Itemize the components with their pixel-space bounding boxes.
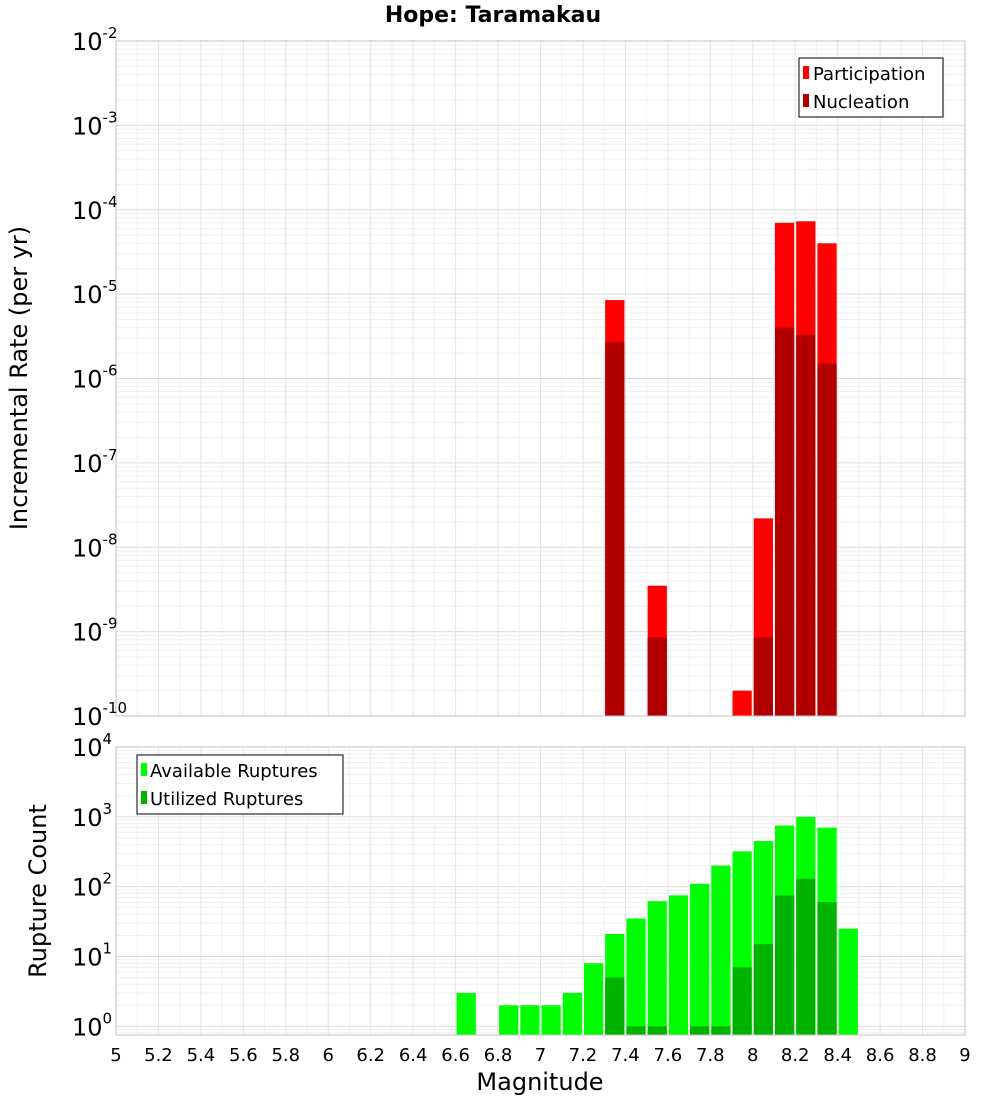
top-y-axis-label: Incremental Rate (per yr) [5, 226, 33, 530]
x-tick-label: 5.8 [271, 1045, 300, 1066]
legend-swatch-nucleation [803, 94, 809, 107]
y-tick-label: 10-2 [72, 24, 118, 56]
x-tick-label: 8.2 [781, 1045, 810, 1066]
nucleation-bar [605, 342, 625, 716]
utilized-ruptures-bar [774, 895, 795, 1035]
available-ruptures-bar [711, 865, 731, 1035]
utilized-ruptures-bar [732, 967, 752, 1035]
available-ruptures-bar [838, 928, 858, 1035]
y-tick-label: 10-10 [72, 699, 127, 731]
legend-label-utilized: Utilized Ruptures [150, 789, 303, 810]
nucleation-bar [774, 327, 795, 716]
available-ruptures-bar [562, 992, 582, 1035]
nucleation-bar [796, 334, 816, 716]
x-tick-label: 7.2 [569, 1045, 598, 1066]
x-tick-label: 6 [323, 1045, 334, 1066]
x-tick-label: 8 [747, 1045, 758, 1066]
top-bars [605, 221, 837, 717]
x-tick-label: 7.4 [611, 1045, 640, 1066]
bottom-panel: 100 101 102 103 104 5 5.2 5.4 5.6 5.8 6 6.2 6.4 6.6 6… [24, 730, 971, 1096]
y-tick-label: 10-7 [72, 446, 118, 478]
top-grid [115, 40, 966, 717]
x-tick-label: 6.8 [484, 1045, 513, 1066]
available-ruptures-bar [499, 1005, 519, 1035]
participation-bar [732, 690, 752, 716]
x-tick-label: 5 [110, 1045, 121, 1066]
x-tick-label: 5.6 [229, 1045, 258, 1066]
utilized-ruptures-bar [690, 1026, 710, 1035]
nucleation-bar [753, 637, 773, 716]
chart-title: Hope: Taramakau [385, 3, 601, 28]
x-tick-label: 8.4 [823, 1045, 852, 1066]
x-tick-label: 7.6 [654, 1045, 683, 1066]
top-legend-box [798, 57, 944, 118]
x-tick-label: 9 [959, 1045, 970, 1066]
legend-label-nucleation: Nucleation [813, 92, 909, 113]
utilized-ruptures-bar [796, 878, 816, 1035]
utilized-ruptures-bar [647, 1026, 667, 1035]
bottom-y-axis-label: Rupture Count [24, 804, 52, 978]
y-tick-label: 10-6 [72, 362, 118, 394]
utilized-ruptures-bar [753, 944, 773, 1035]
x-axis-label: Magnitude [476, 1068, 603, 1096]
y-tick-label: 100 [72, 1009, 112, 1041]
x-tick-label: 8.6 [866, 1045, 895, 1066]
bottom-legend: Available Ruptures Utilized Ruptures [136, 754, 344, 815]
legend-swatch-participation [803, 66, 809, 79]
x-tick-label: 7 [535, 1045, 546, 1066]
available-ruptures-bar [690, 883, 710, 1035]
nucleation-bar [647, 637, 667, 716]
available-ruptures-bar [668, 895, 689, 1035]
available-ruptures-bar [626, 918, 646, 1035]
y-tick-label: 10-8 [72, 530, 118, 562]
available-ruptures-bar [583, 963, 604, 1035]
y-tick-label: 101 [72, 939, 112, 971]
y-tick-label: 10-3 [72, 108, 118, 140]
legend-swatch-utilized [141, 791, 147, 804]
available-ruptures-bar [647, 901, 667, 1035]
y-tick-label: 10-9 [72, 615, 118, 647]
top-panel: 10-10 10-9 10-8 10-7 10-6 10-5 10-4 10-3 10-2 In… [5, 24, 966, 731]
x-tick-label: 6.2 [356, 1045, 385, 1066]
utilized-ruptures-bar [605, 977, 625, 1035]
top-plot-border [115, 40, 966, 717]
bottom-plot-border [115, 746, 966, 1036]
utilized-ruptures-bar [817, 902, 837, 1035]
bottom-bars [456, 816, 858, 1035]
available-ruptures-bar [541, 1005, 561, 1035]
bottom-y-tick-labels: 100 101 102 103 104 [72, 730, 112, 1041]
legend-swatch-available [141, 763, 147, 776]
x-tick-label: 6.4 [399, 1045, 428, 1066]
y-tick-label: 10-5 [72, 277, 118, 309]
nucleation-bar [817, 363, 837, 716]
x-tick-label: 7.8 [696, 1045, 725, 1066]
x-tick-label: 6.6 [441, 1045, 470, 1066]
x-tick-label: 5.2 [144, 1045, 173, 1066]
top-legend: Participation Nucleation [798, 57, 944, 118]
legend-label-participation: Participation [813, 64, 925, 85]
y-tick-label: 104 [72, 730, 112, 762]
x-tick-label: 8.8 [908, 1045, 937, 1066]
bottom-legend-box [136, 754, 344, 815]
y-tick-label: 102 [72, 870, 112, 902]
available-ruptures-bar [456, 992, 476, 1035]
utilized-ruptures-bar [711, 1026, 731, 1035]
available-ruptures-bar [520, 1005, 540, 1035]
top-y-tick-labels: 10-10 10-9 10-8 10-7 10-6 10-5 10-4 10-3 10-2 [72, 24, 127, 731]
y-tick-label: 10-4 [72, 193, 118, 225]
x-tick-labels: 5 5.2 5.4 5.6 5.8 6 6.2 6.4 6.6 6.8 7 7.2 7.4 7.6 7.8 8… [110, 1045, 970, 1066]
legend-label-available: Available Ruptures [150, 761, 318, 782]
utilized-ruptures-bar [626, 1026, 646, 1035]
x-tick-label: 5.4 [187, 1045, 216, 1066]
y-tick-label: 103 [72, 800, 112, 832]
